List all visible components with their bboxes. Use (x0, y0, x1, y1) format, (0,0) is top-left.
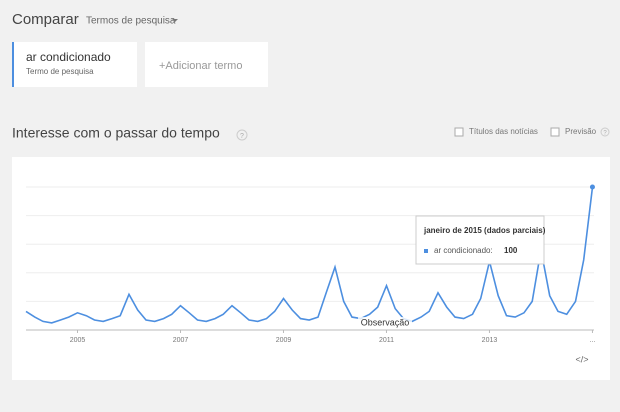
section-title: Interesse com o passar do tempo (12, 125, 220, 141)
term-accent (12, 42, 14, 87)
embed-icon[interactable]: </> (575, 354, 588, 364)
plot: 2005 2007 2009 2011 2013 ... Observação (25, 184, 596, 344)
x-tick-label: ... (590, 337, 596, 344)
annotation-bg (358, 317, 412, 328)
x-tick-label: 2013 (482, 337, 498, 344)
term-sub: Termo de pesquisa (26, 67, 94, 76)
help-text: ? (240, 133, 244, 140)
tooltip: janeiro de 2015 (dados parciais) ar cond… (415, 215, 546, 265)
end-point (589, 184, 595, 190)
forecast-label: Previsão (565, 127, 597, 136)
terms-dropdown[interactable]: Termos de pesquisa (86, 16, 176, 27)
chart-card (12, 157, 610, 380)
x-tick-label: 2005 (70, 337, 86, 344)
tooltip-series: ar condicionado: (434, 246, 493, 255)
add-term: +Adicionar termo (159, 60, 242, 72)
annotation: Observação (361, 317, 410, 327)
series-line (25, 186, 594, 324)
x-tick-label: 2007 (173, 337, 189, 344)
term-name: ar condicionado (26, 50, 111, 64)
help-icon[interactable] (236, 129, 248, 141)
forecast-help-text: ? (603, 131, 607, 137)
tooltip-box (415, 215, 545, 265)
news-checkbox[interactable] (454, 127, 464, 137)
forecast-help-icon[interactable] (600, 127, 610, 137)
news-label: Títulos das notícias (469, 127, 538, 136)
tooltip-title: janeiro de 2015 (dados parciais) (423, 226, 546, 235)
x-tick-label: 2009 (276, 337, 292, 344)
tooltip-value: 100 (504, 246, 518, 255)
add-term-card[interactable] (145, 42, 268, 87)
dropdown-caret (172, 19, 178, 22)
x-tick-label: 2011 (379, 337, 394, 344)
term-card[interactable] (12, 42, 137, 87)
forecast-checkbox[interactable] (550, 127, 560, 137)
compare-title: Comparar (12, 11, 79, 28)
tooltip-swatch (424, 249, 428, 253)
